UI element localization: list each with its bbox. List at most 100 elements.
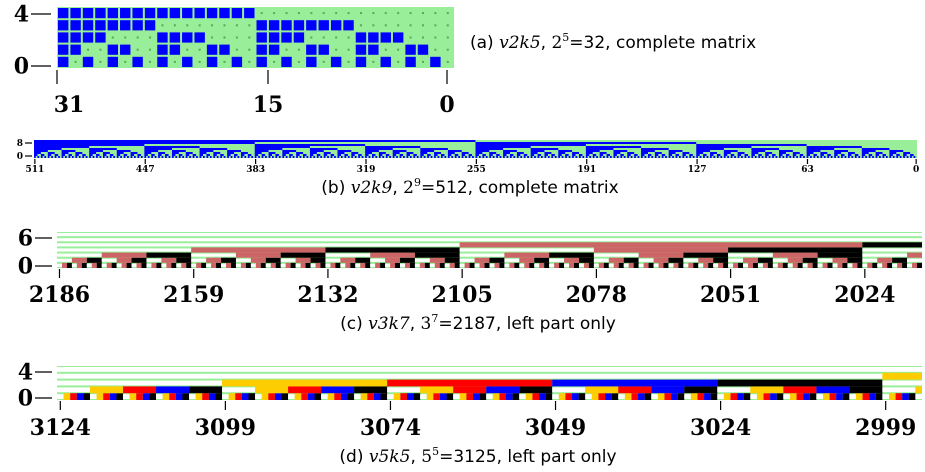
matrix-run <box>865 156 867 158</box>
matrix-run <box>862 258 878 262</box>
matrix-run <box>365 146 421 148</box>
matrix-run <box>552 387 586 393</box>
matrix-run <box>178 154 183 156</box>
matrix-run <box>613 152 621 154</box>
matrix-cell <box>434 48 437 51</box>
matrix-run <box>96 156 98 158</box>
matrix-run <box>754 156 757 158</box>
panel-caption: (a) v2k5, 25=32, complete matrix <box>470 31 756 53</box>
matrix-run <box>888 393 896 400</box>
matrix-run <box>698 263 704 267</box>
matrix-run <box>151 156 153 158</box>
matrix-run <box>109 393 117 400</box>
matrix-cell <box>198 60 201 63</box>
matrix-run <box>647 154 652 156</box>
matrix-cell <box>310 36 313 39</box>
matrix-run <box>89 154 93 156</box>
matrix-run <box>703 156 705 158</box>
matrix-run <box>897 262 903 268</box>
matrix-run <box>275 262 281 268</box>
matrix-run <box>206 156 209 158</box>
matrix-run <box>806 156 809 158</box>
matrix-cell <box>99 60 102 63</box>
matrix-run <box>96 262 102 268</box>
matrix-run <box>792 262 798 268</box>
matrix-run <box>230 262 236 268</box>
matrix-run <box>912 262 918 268</box>
matrix-run <box>337 150 352 152</box>
matrix-run <box>737 393 744 400</box>
matrix-run <box>549 263 555 267</box>
matrix-run <box>227 154 231 156</box>
matrix-run <box>743 263 749 267</box>
matrix-run <box>40 154 45 156</box>
matrix-run <box>254 150 269 152</box>
matrix-cell <box>430 56 441 67</box>
matrix-run <box>96 154 100 156</box>
matrix-run <box>365 262 371 268</box>
caption-suffix: , complete matrix <box>605 33 756 53</box>
matrix-run <box>358 154 362 156</box>
matrix-run <box>792 152 800 154</box>
matrix-run <box>420 154 424 156</box>
matrix-run <box>447 156 450 158</box>
matrix-run <box>887 262 893 268</box>
matrix-run <box>685 156 688 158</box>
matrix-run <box>220 156 222 158</box>
matrix-run <box>861 154 866 156</box>
matrix-cell <box>144 8 156 19</box>
matrix-run <box>892 257 908 263</box>
matrix-run <box>123 154 128 156</box>
matrix-run <box>123 386 157 394</box>
matrix-run <box>57 394 64 399</box>
matrix-cell <box>322 12 325 15</box>
matrix-run <box>848 156 850 158</box>
matrix-run <box>813 154 817 156</box>
matrix-run <box>68 154 72 156</box>
matrix-cell <box>405 56 416 67</box>
matrix-run <box>593 258 609 262</box>
matrix-run <box>340 156 343 158</box>
matrix-cell <box>256 44 267 55</box>
matrix-cell <box>173 60 176 63</box>
matrix-run <box>420 148 448 150</box>
matrix-run <box>668 154 673 156</box>
matrix-run <box>281 393 289 400</box>
matrix-run <box>199 150 214 152</box>
matrix-run <box>235 393 242 400</box>
matrix-cell <box>144 20 156 31</box>
matrix-run <box>195 393 203 400</box>
matrix-run <box>624 393 632 400</box>
caption-exp: 7 <box>431 312 438 325</box>
matrix-run <box>868 156 871 158</box>
matrix-run <box>385 154 390 156</box>
matrix-run <box>282 152 290 154</box>
matrix-run <box>547 156 550 158</box>
matrix-run <box>213 156 216 158</box>
matrix-run <box>589 156 592 158</box>
matrix-run <box>723 152 731 154</box>
matrix-run <box>240 156 243 158</box>
matrix-run <box>337 152 345 154</box>
caption-exp: 9 <box>414 176 421 189</box>
matrix-run <box>330 156 333 158</box>
matrix-run <box>301 393 308 400</box>
matrix-run <box>716 154 721 156</box>
matrix-run <box>588 262 594 268</box>
matrix-run <box>313 156 316 158</box>
matrix-run <box>161 156 164 158</box>
matrix-run <box>309 150 324 152</box>
matrix-run <box>76 393 84 400</box>
matrix-run <box>354 156 357 158</box>
matrix-run <box>57 387 91 393</box>
matrix-run <box>378 154 383 156</box>
matrix-run <box>216 262 222 268</box>
matrix-run <box>247 156 250 158</box>
matrix-run <box>360 393 368 400</box>
matrix-run <box>327 393 335 400</box>
matrix-cell <box>194 8 205 19</box>
matrix-run <box>120 156 122 158</box>
matrix-run <box>537 154 542 156</box>
matrix-cell <box>397 12 400 15</box>
matrix-run <box>101 252 147 258</box>
